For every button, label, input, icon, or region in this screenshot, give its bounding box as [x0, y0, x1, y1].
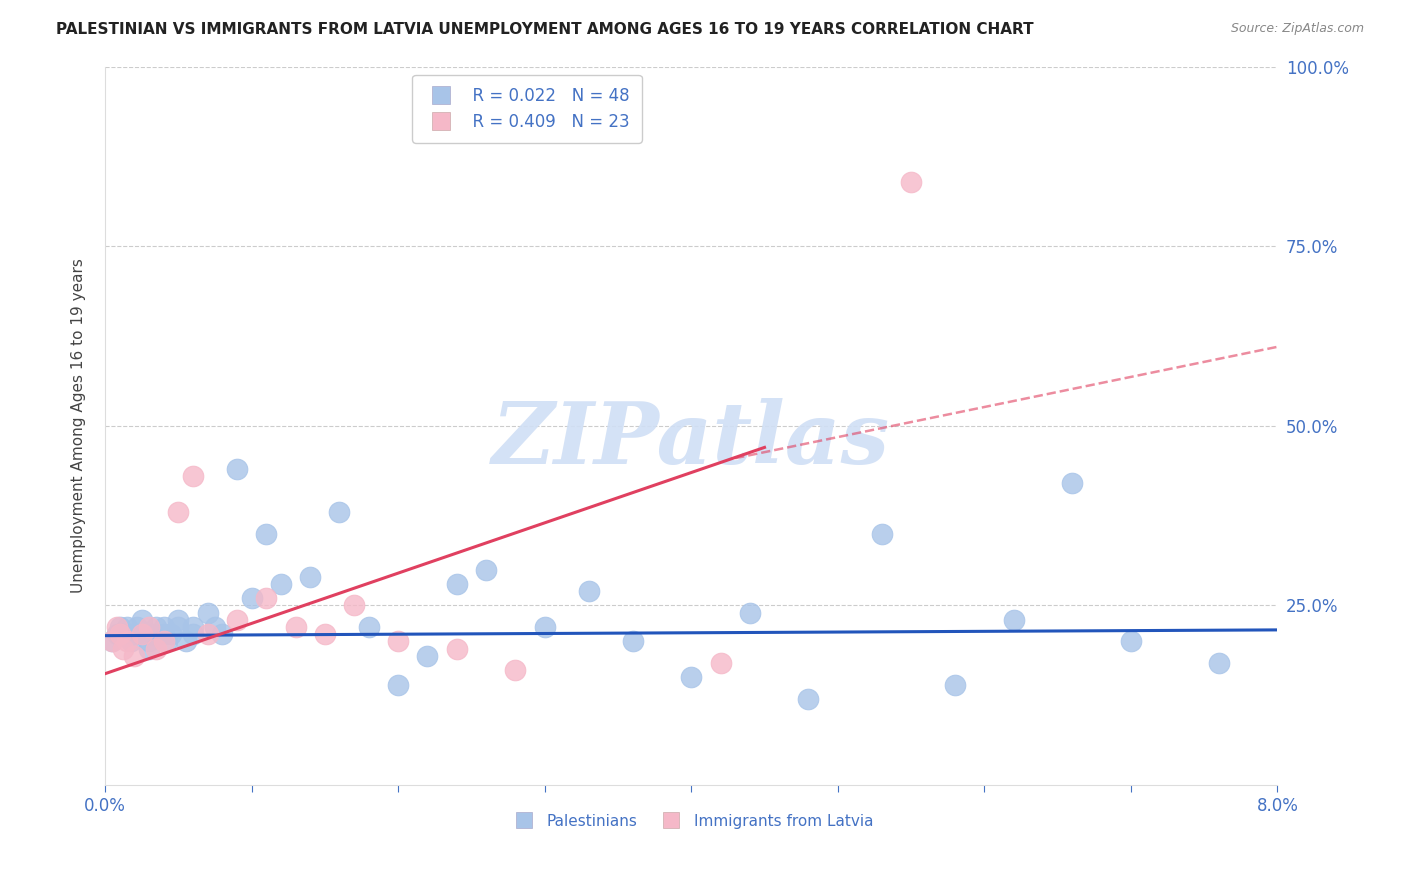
Point: [120, 634, 142, 648]
Point: [115, 634, 138, 648]
Point: [416, 648, 439, 663]
Point: [108, 620, 131, 634]
Point: [1208, 656, 1230, 670]
Text: ZIPatlas: ZIPatlas: [492, 399, 890, 482]
Point: [108, 627, 131, 641]
Text: Source: ZipAtlas.com: Source: ZipAtlas.com: [1230, 22, 1364, 36]
Point: [181, 620, 204, 634]
Point: [127, 620, 149, 634]
Point: [105, 620, 128, 634]
Point: [211, 627, 233, 641]
Point: [174, 634, 197, 648]
Point: [124, 627, 146, 641]
Point: [167, 613, 190, 627]
Point: [181, 469, 204, 483]
Point: [131, 627, 153, 641]
Point: [111, 627, 134, 641]
Point: [105, 627, 128, 641]
Point: [1119, 634, 1142, 648]
Point: [138, 620, 160, 634]
Point: [131, 613, 153, 627]
Point: [738, 606, 761, 620]
Point: [115, 620, 138, 634]
Point: [204, 620, 226, 634]
Point: [900, 175, 922, 189]
Point: [124, 648, 146, 663]
Point: [240, 591, 263, 606]
Point: [270, 577, 292, 591]
Point: [621, 634, 644, 648]
Point: [101, 634, 124, 648]
Point: [181, 627, 204, 641]
Point: [111, 641, 134, 656]
Point: [197, 627, 219, 641]
Text: PALESTINIAN VS IMMIGRANTS FROM LATVIA UNEMPLOYMENT AMONG AGES 16 TO 19 YEARS COR: PALESTINIAN VS IMMIGRANTS FROM LATVIA UN…: [56, 22, 1033, 37]
Point: [709, 656, 731, 670]
Point: [138, 634, 160, 648]
Point: [446, 577, 468, 591]
Point: [943, 677, 966, 691]
Point: [160, 627, 183, 641]
Point: [299, 570, 322, 584]
Point: [328, 505, 350, 519]
Point: [254, 591, 277, 606]
Point: [167, 620, 190, 634]
Point: [343, 599, 366, 613]
Point: [870, 526, 893, 541]
Point: [197, 606, 219, 620]
Y-axis label: Unemployment Among Ages 16 to 19 years: Unemployment Among Ages 16 to 19 years: [72, 259, 86, 593]
Point: [152, 620, 174, 634]
Point: [225, 613, 247, 627]
Point: [225, 462, 247, 476]
Point: [387, 677, 409, 691]
Point: [578, 584, 600, 599]
Point: [533, 620, 555, 634]
Point: [167, 505, 190, 519]
Point: [101, 634, 124, 648]
Point: [145, 641, 167, 656]
Point: [138, 641, 160, 656]
Legend: Palestinians, Immigrants from Latvia: Palestinians, Immigrants from Latvia: [502, 808, 880, 835]
Point: [1062, 476, 1084, 491]
Point: [314, 627, 336, 641]
Point: [145, 620, 167, 634]
Point: [284, 620, 307, 634]
Point: [254, 526, 277, 541]
Point: [152, 627, 174, 641]
Point: [152, 634, 174, 648]
Point: [155, 634, 177, 648]
Point: [505, 663, 527, 677]
Point: [142, 627, 165, 641]
Point: [797, 691, 820, 706]
Point: [475, 563, 498, 577]
Point: [387, 634, 409, 648]
Point: [446, 641, 468, 656]
Point: [681, 670, 703, 684]
Point: [357, 620, 380, 634]
Point: [1002, 613, 1025, 627]
